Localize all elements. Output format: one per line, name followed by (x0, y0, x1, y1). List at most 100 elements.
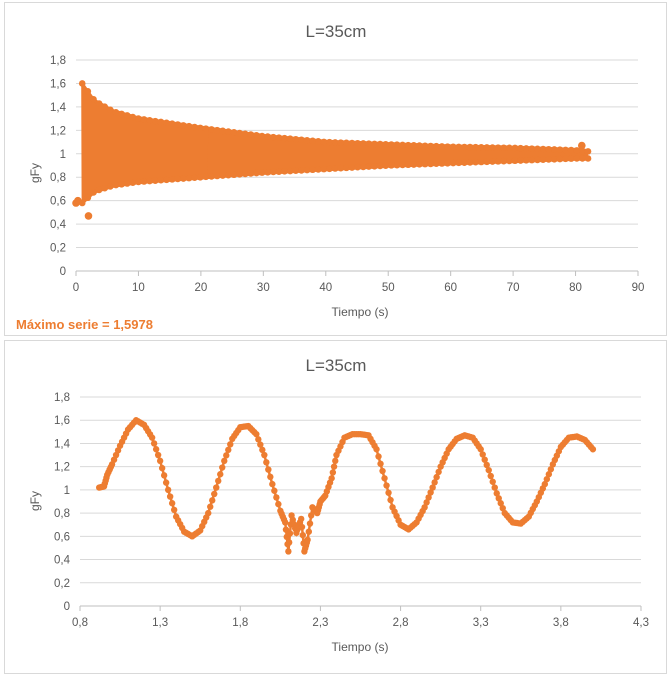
data-point (255, 436, 262, 443)
data-point (205, 509, 212, 517)
data-point (299, 531, 306, 539)
y-tick-label: 0 (64, 601, 70, 613)
data-point (567, 146, 575, 154)
data-point (308, 512, 315, 519)
data-point (329, 469, 337, 476)
data-point (95, 186, 103, 194)
y-tick-label: 1,2 (54, 462, 70, 474)
data-point (500, 144, 508, 152)
data-point (170, 506, 178, 514)
data-point (573, 155, 581, 162)
x-tick-label: 2,8 (393, 617, 409, 629)
data-point (383, 482, 390, 489)
data-point (483, 144, 491, 151)
y-tick-label: 1,8 (54, 392, 70, 404)
data-point (371, 162, 378, 170)
y-tick-label: 0,6 (50, 196, 66, 208)
data-point (545, 145, 553, 153)
data-point (163, 119, 170, 127)
data-point (286, 167, 294, 175)
x-tick-label: 2,3 (312, 617, 328, 629)
y-tick-label: 1 (64, 485, 70, 497)
data-point (185, 174, 193, 182)
data-point (304, 536, 311, 544)
data-point (309, 166, 316, 174)
data-point (365, 163, 373, 170)
data-point (539, 145, 547, 153)
data-point (354, 163, 361, 171)
data-point (84, 212, 93, 220)
y-tick-label: 0,4 (50, 219, 67, 231)
data-point (275, 134, 283, 141)
data-point (258, 132, 266, 140)
data-point (219, 172, 227, 179)
data-point (225, 128, 232, 135)
data-point (213, 172, 221, 180)
data-point (211, 490, 218, 498)
x-axis-label: Tiempo (s) (332, 640, 389, 654)
data-point (273, 494, 280, 501)
x-tick-label: 1,8 (232, 617, 248, 629)
data-point (164, 486, 172, 494)
data-point (499, 504, 506, 512)
data-point (281, 168, 288, 175)
y-tick-label: 0,2 (50, 243, 66, 255)
data-point (483, 461, 490, 469)
chart-full-series: L=35cm 0 0,2 0,4 0,6 0,8 1 1,2 1,4 1,6 1,8 0 10 20 3… (16, 22, 645, 332)
data-point (180, 122, 187, 129)
y-axis-label: gFy (28, 163, 42, 183)
data-point (579, 147, 586, 155)
y-tick-label: 0,2 (54, 578, 70, 590)
data-point (207, 503, 214, 510)
data-point (123, 180, 131, 187)
data-point (213, 126, 221, 134)
data-point (154, 451, 162, 459)
data-point (253, 430, 260, 438)
data-point (217, 471, 224, 478)
data-point (328, 475, 335, 482)
data-point (270, 168, 277, 176)
data-point (241, 130, 249, 138)
data-point (556, 146, 564, 153)
gridlines (79, 396, 642, 611)
data-point (481, 456, 488, 463)
data-point (375, 453, 382, 460)
data-point (297, 515, 305, 523)
y-tick-labels: 0 0,2 0,4 0,6 0,8 1 1,2 1,4 1,6 1,8 (50, 55, 67, 278)
data-point (158, 464, 166, 472)
data-point (303, 166, 311, 174)
x-tick-label: 20 (194, 282, 207, 294)
data-point (298, 523, 306, 531)
data-point (421, 160, 429, 168)
data-point (455, 159, 463, 167)
data-point (168, 500, 176, 507)
data-point (309, 137, 316, 145)
data-point (285, 539, 293, 546)
data-point (511, 157, 519, 165)
data-point (281, 134, 288, 142)
data-point (404, 141, 412, 149)
data-point (162, 479, 170, 486)
data-point (399, 141, 406, 149)
data-point (146, 116, 153, 124)
x-tick-label: 1,3 (152, 617, 168, 629)
x-tick-labels: 0 10 20 30 40 50 60 70 80 90 (73, 282, 645, 294)
data-point (477, 158, 485, 166)
data-point (271, 487, 278, 494)
data-point (477, 446, 484, 453)
x-tick-label: 50 (382, 282, 395, 294)
data-point (166, 493, 174, 500)
data-point (421, 142, 429, 150)
chart-title: L=35cm (306, 356, 367, 375)
data-point (373, 446, 380, 453)
data-point (382, 162, 390, 169)
data-point (472, 158, 479, 166)
max-value-annotation: Máximo serie = 1,5978 (16, 317, 153, 332)
data-point (517, 144, 524, 152)
data-point (376, 162, 384, 170)
data-point (494, 158, 502, 165)
data-point (399, 161, 406, 169)
data-point (90, 189, 97, 196)
data-point (539, 156, 547, 163)
data-point (257, 441, 264, 448)
